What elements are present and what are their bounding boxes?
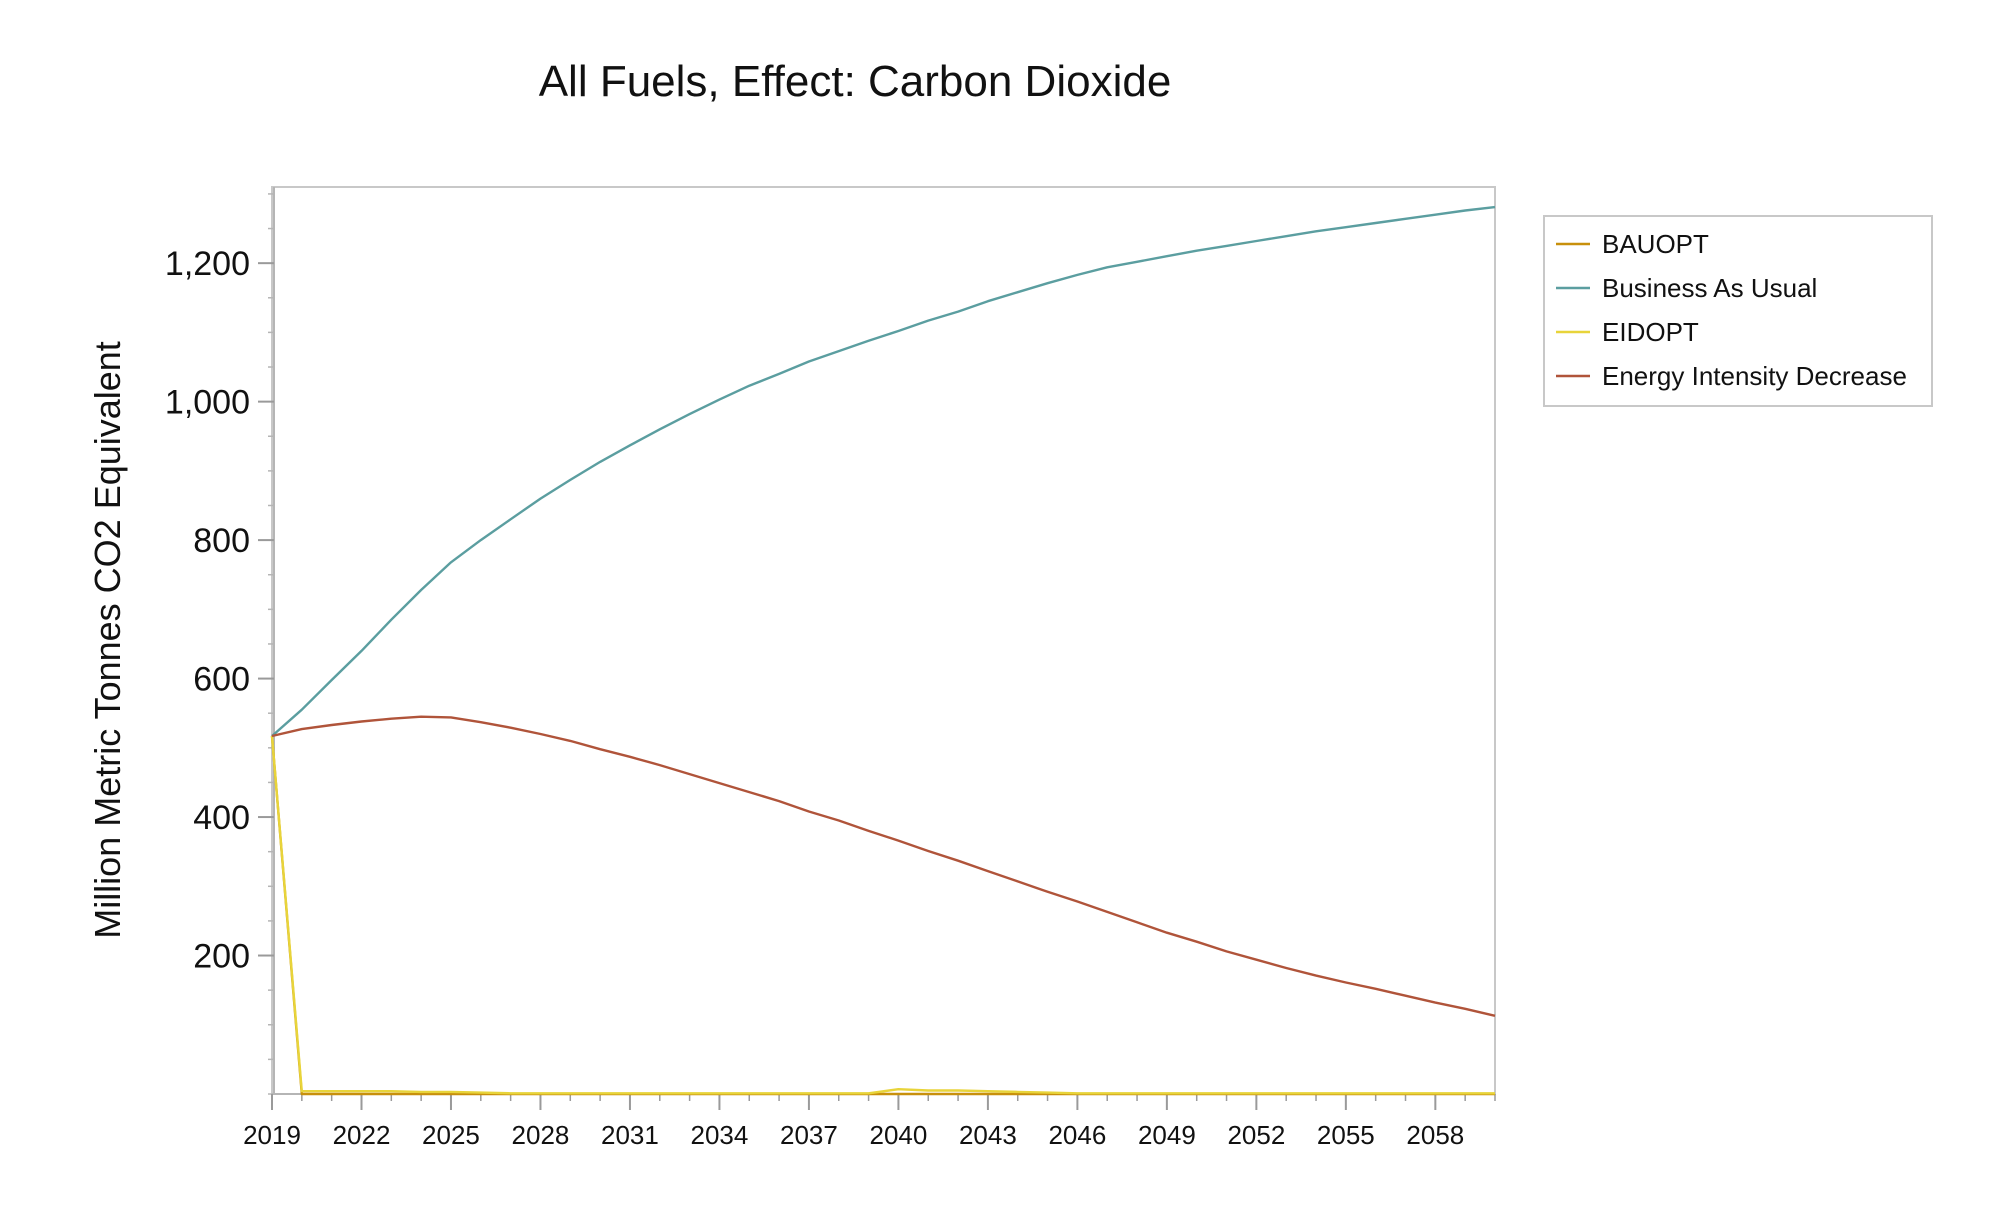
legend-label-business-as-usual: Business As Usual — [1602, 273, 1817, 303]
legend: BAUOPT Business As Usual EIDOPT Energy Inte… — [1543, 215, 1933, 407]
x-tick-label: 2028 — [512, 1120, 570, 1150]
legend-label-bauopt: BAUOPT — [1602, 229, 1709, 259]
y-tick-label: 1,000 — [165, 384, 250, 422]
y-tick-label: 400 — [193, 799, 250, 837]
x-tick-label: 2058 — [1406, 1120, 1464, 1150]
y-axis-label: Million Metric Tonnes CO2 Equivalent — [87, 341, 128, 939]
x-tick-label: 2037 — [780, 1120, 838, 1150]
x-tick-label: 2049 — [1138, 1120, 1196, 1150]
x-tick-label: 2046 — [1048, 1120, 1106, 1150]
series-layer — [270, 205, 1496, 1096]
y-axis: 200 400 600 800 1,000 1,200 — [165, 187, 275, 1095]
x-tick-label: 2022 — [333, 1120, 391, 1150]
x-tick-label: 2019 — [243, 1120, 301, 1150]
legend-frame — [1543, 215, 1933, 407]
x-tick-label: 2031 — [601, 1120, 659, 1150]
legend-label-energy-intensity-decrease: Energy Intensity Decrease — [1602, 361, 1907, 391]
series-line-business-as-usual — [271, 205, 1496, 737]
x-tick-label: 2055 — [1317, 1120, 1375, 1150]
y-tick-label: 1,200 — [165, 245, 250, 283]
x-tick-label: 2034 — [691, 1120, 749, 1150]
x-axis: 2019 2022 2025 2028 2031 2034 2037 2040 2043 2046… — [243, 1093, 1496, 1150]
x-tick-label: 2052 — [1227, 1120, 1285, 1150]
series-line-bauopt — [270, 735, 1495, 1096]
y-tick-label: 800 — [193, 522, 250, 560]
chart-title: All Fuels, Effect: Carbon Dioxide — [539, 57, 1172, 106]
x-tick-label: 2043 — [959, 1120, 1017, 1150]
x-tick-label: 2025 — [422, 1120, 480, 1150]
y-tick-label: 200 — [193, 938, 250, 976]
series-line-energy-intensity-decrease — [271, 715, 1496, 1017]
series-line-eidopt — [270, 735, 1495, 1095]
x-tick-label: 2040 — [869, 1120, 927, 1150]
plot-area-frame — [271, 186, 1496, 1095]
legend-label-eidopt: EIDOPT — [1602, 317, 1699, 347]
y-tick-label: 600 — [193, 661, 250, 699]
